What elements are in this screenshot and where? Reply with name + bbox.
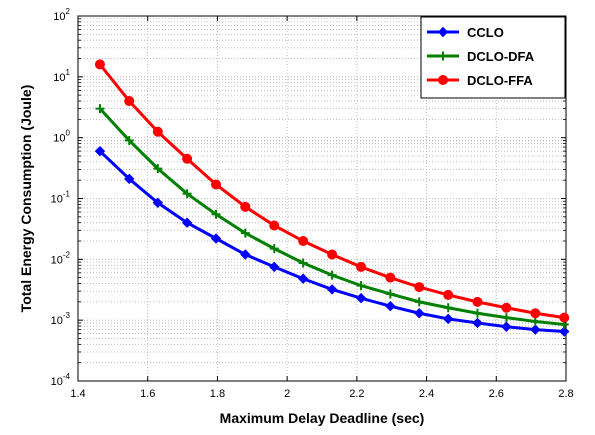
series-dclo-ffa bbox=[94, 59, 570, 323]
data-point bbox=[298, 236, 309, 247]
legend-label: DCLO-FFA bbox=[467, 73, 533, 88]
data-point bbox=[385, 289, 395, 299]
data-point bbox=[152, 197, 164, 209]
data-point bbox=[269, 220, 280, 231]
data-point bbox=[297, 273, 309, 284]
data-point bbox=[437, 26, 449, 38]
data-point bbox=[298, 258, 308, 268]
y-tick-label: 102 bbox=[53, 7, 70, 23]
x-tick-label: 1.6 bbox=[140, 388, 155, 400]
data-point bbox=[355, 292, 367, 304]
x-axis-title: Maximum Delay Deadline (sec) bbox=[220, 410, 425, 426]
legend-entry: CCLO bbox=[427, 25, 504, 40]
data-point bbox=[414, 282, 425, 293]
legend-entry: DCLO-DFA bbox=[427, 49, 535, 64]
legend-entry: DCLO-FFA bbox=[427, 73, 533, 88]
data-point bbox=[559, 326, 570, 337]
data-point bbox=[385, 272, 396, 283]
data-point bbox=[211, 179, 222, 190]
data-point bbox=[438, 51, 448, 61]
data-point bbox=[414, 297, 424, 307]
y-tick-label: 101 bbox=[53, 68, 70, 84]
series-dclo-dfa bbox=[95, 104, 569, 329]
legend-label: CCLO bbox=[467, 25, 504, 40]
data-point bbox=[530, 317, 540, 327]
data-point bbox=[530, 324, 541, 335]
data-point bbox=[269, 244, 279, 254]
x-tick-label: 2.4 bbox=[419, 388, 434, 400]
data-point bbox=[442, 313, 454, 325]
data-point bbox=[124, 135, 134, 145]
data-point bbox=[211, 209, 221, 219]
y-axis-title: Total Energy Consumption (Joule) bbox=[18, 85, 34, 313]
x-tick-label: 1.8 bbox=[210, 388, 225, 400]
data-point bbox=[472, 296, 483, 307]
data-point bbox=[414, 308, 425, 319]
data-point bbox=[501, 321, 512, 332]
data-point bbox=[385, 300, 396, 312]
data-point bbox=[501, 302, 512, 313]
y-tick-label: 10-2 bbox=[51, 250, 71, 266]
x-tick-label: 2.2 bbox=[349, 388, 364, 400]
data-point bbox=[182, 153, 193, 164]
legend-label: DCLO-DFA bbox=[467, 49, 535, 64]
y-tick-label: 10-3 bbox=[51, 311, 71, 327]
data-point bbox=[356, 281, 366, 291]
data-point bbox=[501, 313, 511, 323]
data-point bbox=[95, 104, 105, 114]
data-point bbox=[94, 145, 106, 157]
y-tick-label: 10-1 bbox=[51, 190, 71, 206]
x-tick-label: 2 bbox=[284, 388, 290, 400]
data-point bbox=[472, 317, 483, 329]
series-cclo bbox=[94, 145, 570, 337]
data-point bbox=[94, 59, 105, 70]
data-point bbox=[269, 261, 280, 273]
data-point bbox=[240, 249, 251, 260]
x-tick-label: 2.6 bbox=[489, 388, 504, 400]
data-point bbox=[153, 164, 163, 174]
axes: 1.4 1.6 1.8 2 2.2 2.4 2.6 2.8 10-4 10-3 10-2 10-1 10… bbox=[51, 7, 574, 400]
data-point bbox=[472, 308, 482, 318]
data-point bbox=[240, 228, 250, 238]
y-tick-label: 100 bbox=[53, 129, 70, 145]
data-point bbox=[327, 270, 337, 280]
data-point bbox=[438, 75, 448, 85]
data-point bbox=[356, 261, 367, 272]
data-point bbox=[210, 233, 222, 244]
x-tick-label: 1.4 bbox=[70, 388, 85, 400]
data-point bbox=[530, 308, 541, 319]
x-tick-label: 2.8 bbox=[558, 388, 573, 400]
data-point bbox=[182, 189, 192, 199]
data-point bbox=[240, 201, 251, 212]
data-point bbox=[326, 284, 338, 295]
data-point bbox=[181, 217, 193, 228]
data-point bbox=[559, 312, 570, 323]
data-point bbox=[124, 96, 135, 107]
data-point bbox=[152, 126, 163, 137]
data-point bbox=[327, 249, 338, 260]
series-lines bbox=[94, 59, 570, 337]
y-tick-label: 10-4 bbox=[51, 372, 71, 388]
data-point bbox=[443, 289, 454, 300]
data-point bbox=[124, 173, 135, 185]
legend: CCLO DCLO-DFA DCLO-FFA bbox=[420, 16, 566, 99]
data-point bbox=[443, 303, 453, 313]
